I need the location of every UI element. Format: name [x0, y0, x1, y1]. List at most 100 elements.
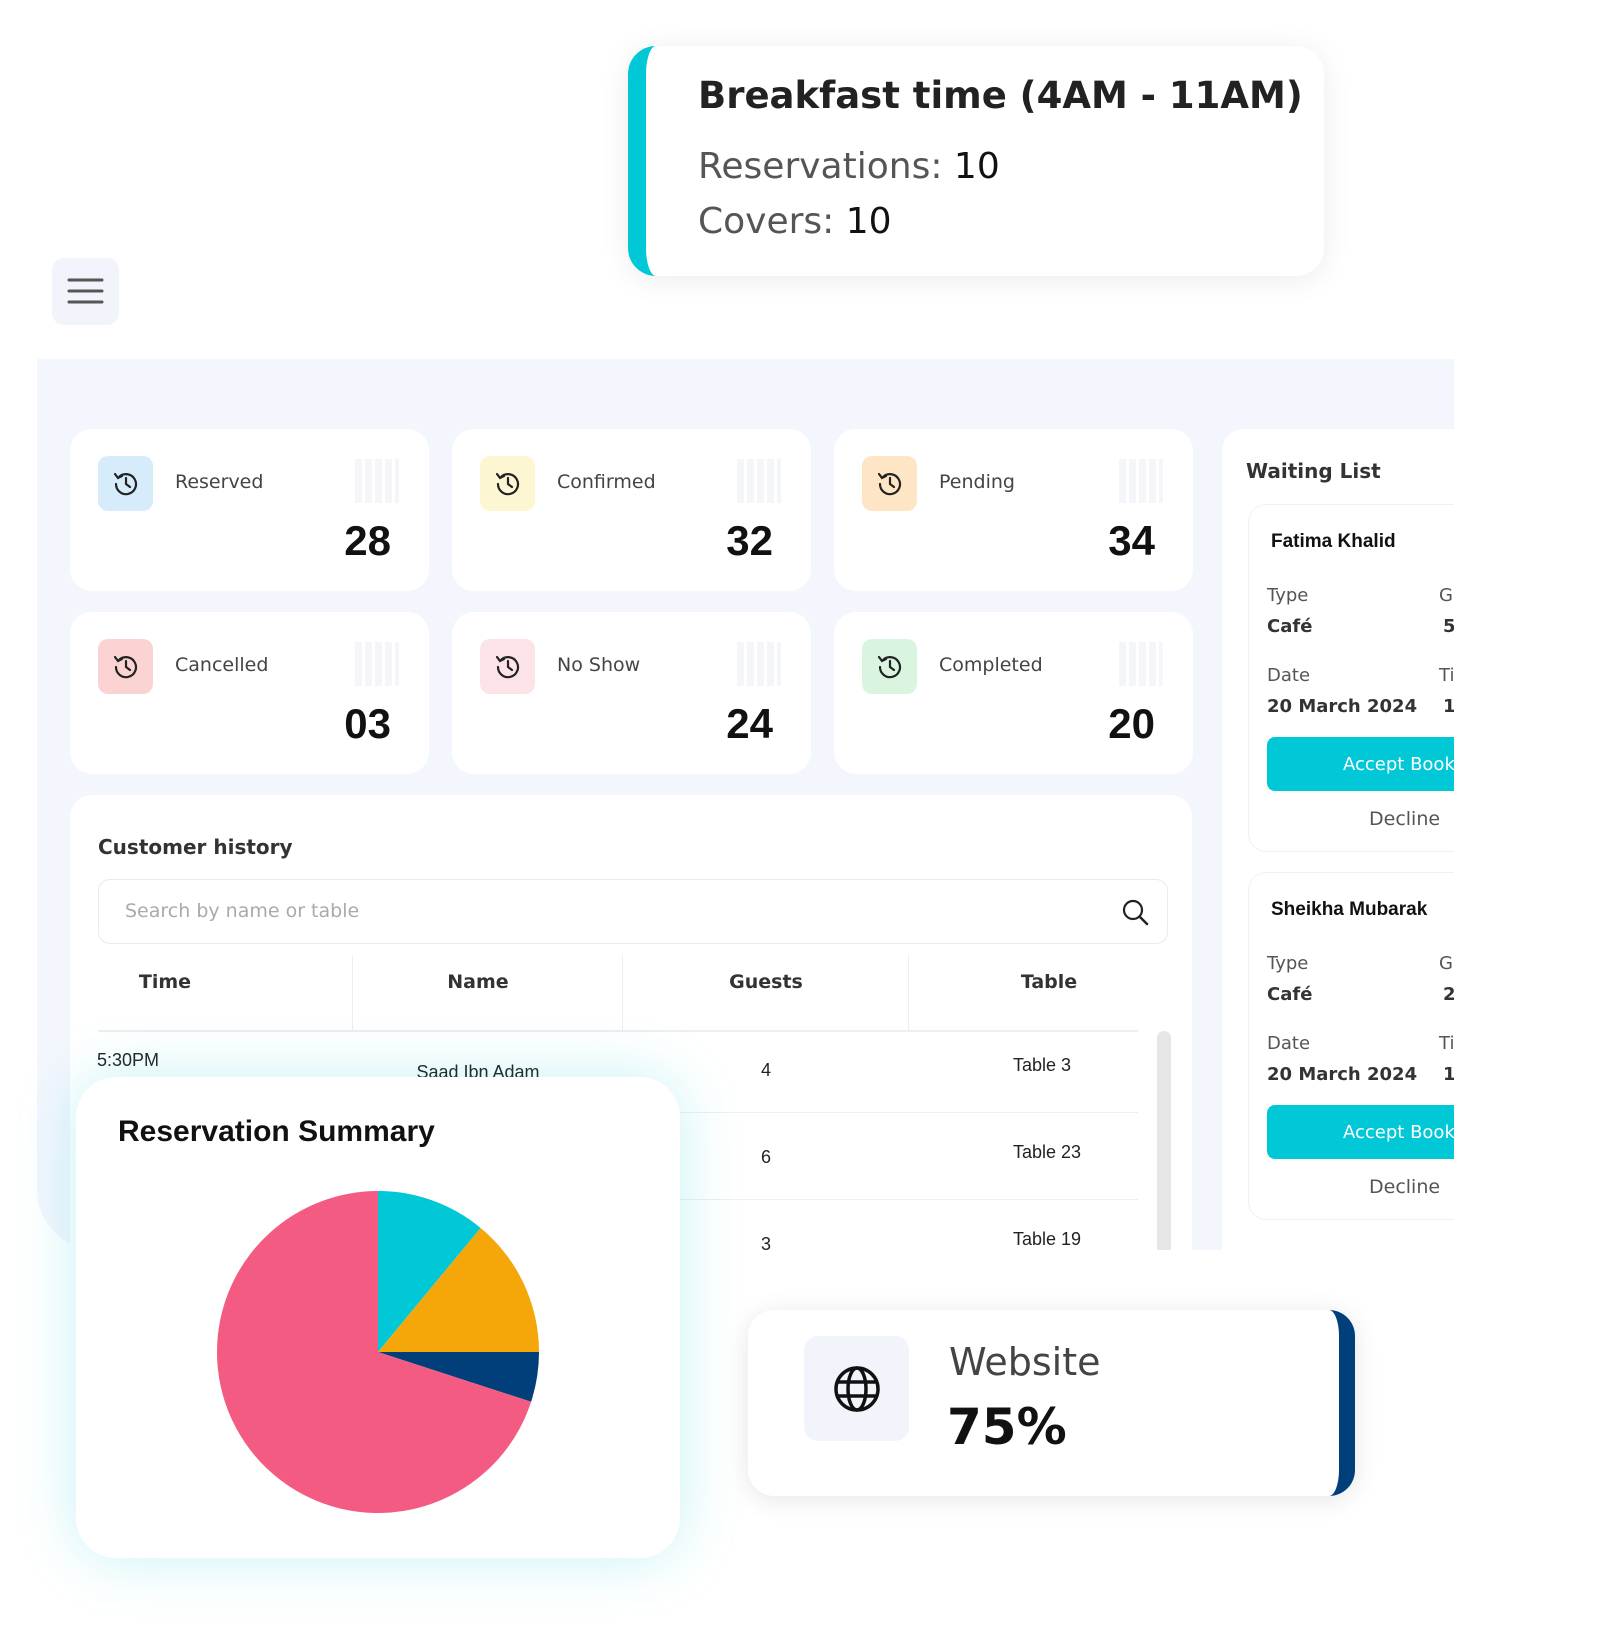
column-header: Name [447, 971, 509, 993]
guests-value: 2 [1443, 984, 1454, 1005]
stat-card: Reserved 28 [70, 429, 429, 591]
website-card: Website 75% [748, 1310, 1355, 1496]
column-header: Table [1020, 971, 1078, 993]
stat-dots [355, 642, 399, 686]
decline-button[interactable]: Decline [1369, 1176, 1441, 1198]
website-label: Website [949, 1340, 1101, 1384]
type-value: Café [1267, 984, 1313, 1005]
date-label: Date [1267, 665, 1311, 686]
pie-slice [378, 1227, 539, 1352]
cell-table: Table 19 [1013, 1229, 1082, 1249]
date-label: Date [1267, 1033, 1311, 1054]
accept-button[interactable]: Accept Book [1267, 737, 1454, 791]
stat-label: Reserved [175, 471, 264, 493]
clock-icon [495, 472, 519, 495]
cell-table: Table 23 [1013, 1142, 1082, 1162]
pie-chart [216, 1191, 539, 1513]
pie-slice [378, 1352, 539, 1402]
stat-card: Confirmed 32 [452, 429, 811, 591]
time-value: 15 [1443, 1064, 1454, 1085]
pie-slice [378, 1191, 481, 1352]
column-divider [351, 955, 353, 1030]
menu-button[interactable] [52, 258, 119, 325]
stat-value: 20 [1108, 700, 1155, 747]
entry-name: Sheikha Mubarak [1271, 899, 1428, 920]
stat-icon [862, 456, 917, 511]
cell-time: 5:30PM [97, 1050, 160, 1070]
menu-icon [67, 278, 104, 304]
stat-dots [737, 642, 781, 686]
clock-icon [877, 655, 901, 678]
time-value: 1 [1443, 696, 1454, 717]
type-label: Type [1267, 953, 1309, 974]
search-box[interactable]: Search by name or table [98, 879, 1168, 944]
entry-name: Fatima Khalid [1271, 531, 1396, 552]
guests-label: Gu [1439, 953, 1454, 974]
waiting-entry: Fatima Khalid Type Café Gu 5 Date 20 March 202… [1248, 504, 1454, 852]
type-value: Café [1267, 616, 1313, 637]
reservations-label: Reservations: [698, 146, 943, 187]
breakfast-callout: Breakfast time (4AM - 11AM) Reservations… [628, 46, 1324, 276]
decline-button[interactable]: Decline [1369, 808, 1441, 830]
callout-title: Breakfast time (4AM - 11AM) [698, 74, 1303, 117]
history-title: Customer history [98, 835, 293, 859]
summary-title: Reservation Summary [118, 1115, 435, 1148]
guests-label: Gu [1439, 585, 1454, 606]
column-header: Guests [729, 971, 803, 993]
globe-icon-box [804, 1336, 909, 1441]
stat-label: No Show [557, 654, 641, 676]
date-value: 20 March 2024 [1267, 696, 1418, 717]
type-label: Type [1267, 585, 1309, 606]
pie-slice [216, 1191, 532, 1513]
search-placeholder: Search by name or table [125, 900, 360, 922]
stat-card: No Show 24 [452, 612, 811, 774]
covers-label: Covers: [698, 201, 835, 242]
guests-value: 5 [1443, 616, 1454, 637]
reservation-summary-card: Reservation Summary [76, 1077, 680, 1558]
search-icon [1122, 899, 1149, 926]
stat-label: Completed [939, 654, 1043, 676]
cell-table: Table 3 [1013, 1055, 1072, 1075]
reservations-line: Reservations: 10 [698, 146, 1000, 187]
globe-icon [833, 1365, 880, 1412]
stat-value: 34 [1108, 517, 1155, 564]
stat-icon [98, 456, 153, 511]
clock-icon [495, 655, 519, 678]
stat-value: 03 [344, 700, 391, 747]
table-header-rule [98, 1030, 1138, 1032]
stat-card: Pending 34 [834, 429, 1193, 591]
website-value: 75% [947, 1398, 1067, 1456]
cell-guests: 4 [760, 1060, 771, 1080]
time-label: Ti [1439, 665, 1454, 686]
column-header: Time [138, 971, 192, 993]
stat-icon [862, 639, 917, 694]
cell-guests: 3 [760, 1234, 771, 1250]
stat-icon [480, 456, 535, 511]
accept-button[interactable]: Accept Book [1267, 1105, 1454, 1159]
time-label: Ti [1439, 1033, 1454, 1054]
scrollbar [1157, 1031, 1171, 1250]
stat-label: Pending [939, 471, 1015, 493]
stat-card: Cancelled 03 [70, 612, 429, 774]
stat-icon [98, 639, 153, 694]
waiting-list-card: Waiting List Fatima Khalid Type Café Gu 5 Dat… [1222, 429, 1454, 1250]
stat-icon [480, 639, 535, 694]
clock-icon [113, 655, 137, 678]
stat-value: 32 [726, 517, 773, 564]
stat-dots [355, 459, 399, 503]
reservations-value: 10 [953, 146, 1000, 187]
stat-label: Confirmed [557, 471, 656, 493]
stat-label: Cancelled [175, 654, 269, 676]
covers-line: Covers: 10 [698, 201, 892, 242]
stat-card: Completed 20 [834, 612, 1193, 774]
clock-icon [113, 472, 137, 495]
column-divider [907, 955, 909, 1030]
stat-dots [1119, 459, 1163, 503]
waiting-entry: Sheikha Mubarak Type Café Gu 2 Date 20 March 2… [1248, 872, 1454, 1220]
column-divider [622, 955, 623, 1030]
covers-value: 10 [845, 201, 892, 242]
waiting-list-title: Waiting List [1246, 459, 1381, 483]
stat-value: 24 [726, 700, 773, 747]
stat-value: 28 [344, 517, 391, 564]
